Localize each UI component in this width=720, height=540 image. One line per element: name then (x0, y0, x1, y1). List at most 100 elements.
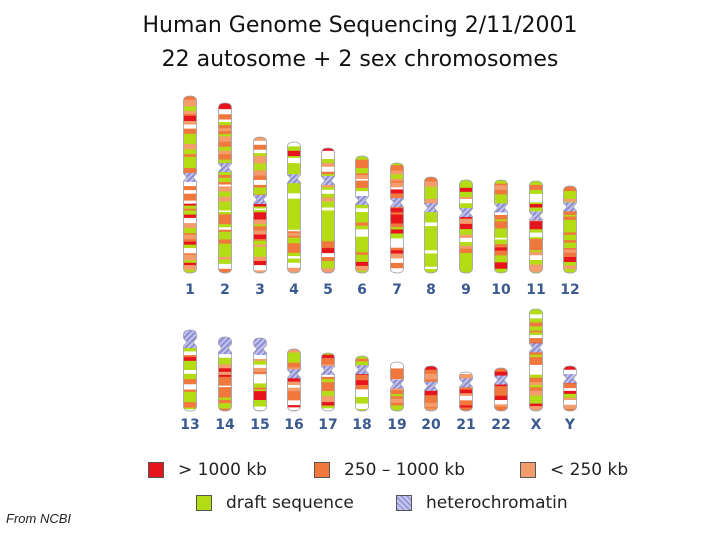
chromosome-outline (253, 136, 267, 274)
band (529, 326, 543, 331)
band (218, 104, 232, 110)
band (253, 234, 267, 240)
band (253, 190, 267, 195)
band (424, 379, 438, 385)
band (529, 361, 543, 366)
band (218, 359, 232, 365)
chromosome-outline (390, 162, 404, 274)
band (355, 217, 369, 221)
band (355, 401, 369, 404)
chromosome-bands (563, 186, 577, 273)
band (253, 140, 267, 146)
band (355, 270, 369, 273)
band (529, 364, 543, 368)
band (218, 397, 232, 401)
band (355, 212, 369, 215)
band (494, 400, 508, 405)
band (355, 178, 369, 181)
band (218, 212, 232, 215)
chromosome-8: 8 (424, 176, 438, 298)
band (287, 385, 301, 388)
band (218, 122, 232, 126)
band (424, 266, 438, 270)
chromosome-outline (321, 352, 335, 412)
heterochromatin-band (459, 378, 473, 388)
band (424, 245, 438, 250)
band (321, 207, 335, 211)
band (253, 230, 267, 235)
band (321, 361, 335, 365)
band (218, 214, 232, 217)
band (183, 397, 197, 403)
band (321, 217, 335, 220)
band (218, 408, 232, 411)
band (355, 208, 369, 213)
band (183, 262, 197, 266)
band (183, 106, 197, 112)
band (287, 163, 301, 167)
band (529, 264, 543, 270)
band (390, 258, 404, 264)
chromosome-label-12: 12 (560, 282, 579, 298)
band (253, 371, 267, 375)
band (321, 193, 335, 198)
band (459, 232, 473, 236)
band (563, 265, 577, 270)
chromosome-outline (459, 371, 473, 412)
band (529, 330, 543, 333)
band (459, 257, 473, 262)
band (287, 229, 301, 232)
band (390, 220, 404, 224)
band (529, 189, 543, 195)
band (529, 219, 543, 222)
band (183, 128, 197, 135)
band (459, 410, 473, 411)
band (218, 146, 232, 152)
band (494, 371, 508, 374)
band (253, 256, 267, 262)
legend-label-250-1000kb: 250 – 1000 kb (344, 460, 466, 480)
band (253, 389, 267, 392)
band (183, 149, 197, 155)
band (253, 179, 267, 186)
band (424, 248, 438, 251)
band (287, 227, 301, 231)
band (459, 183, 473, 187)
chromosome-22: 22 (491, 367, 511, 433)
band (390, 193, 404, 199)
band (321, 243, 335, 249)
band (253, 224, 267, 227)
band (287, 220, 301, 223)
band (287, 198, 301, 204)
band (563, 388, 577, 392)
band (287, 142, 301, 147)
band (183, 186, 197, 191)
band (390, 247, 404, 251)
band (459, 407, 473, 411)
band (253, 406, 267, 411)
band (253, 270, 267, 273)
band (563, 232, 577, 236)
band (494, 194, 508, 200)
band (183, 180, 197, 187)
band (424, 373, 438, 377)
band (390, 255, 404, 259)
chromosome-outline (459, 179, 473, 274)
band (355, 358, 369, 362)
band (355, 261, 369, 267)
band (218, 125, 232, 129)
band (459, 265, 473, 269)
band (253, 210, 267, 213)
band (390, 182, 404, 188)
band (390, 268, 404, 273)
band (287, 352, 301, 358)
band (424, 211, 438, 218)
band (218, 368, 232, 373)
band (253, 354, 267, 360)
band (390, 402, 404, 406)
band (253, 156, 267, 160)
chromosome-4: 4 (287, 141, 301, 298)
band (494, 241, 508, 245)
band (321, 184, 335, 188)
band (218, 233, 232, 239)
